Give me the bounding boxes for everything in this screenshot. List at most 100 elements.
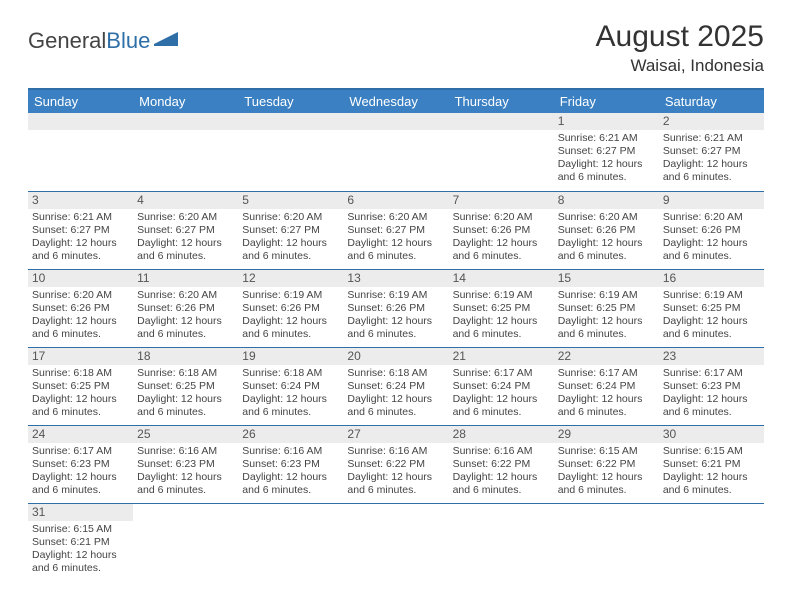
calendar-cell: 6 Sunrise: 6:20 AMSunset: 6:27 PMDaylight…: [343, 191, 448, 269]
calendar-cell: [343, 503, 448, 581]
calendar-cell: 18 Sunrise: 6:18 AMSunset: 6:25 PMDayligh…: [133, 347, 238, 425]
day-details: Sunrise: 6:20 AMSunset: 6:27 PMDaylight:…: [347, 211, 444, 264]
day-details: Sunrise: 6:18 AMSunset: 6:25 PMDaylight:…: [32, 367, 129, 420]
day-number-blank: [343, 113, 448, 130]
day-details: Sunrise: 6:18 AMSunset: 6:24 PMDaylight:…: [347, 367, 444, 420]
day-details: Sunrise: 6:15 AMSunset: 6:22 PMDaylight:…: [558, 445, 655, 498]
day-details: Sunrise: 6:16 AMSunset: 6:22 PMDaylight:…: [347, 445, 444, 498]
weekday-header: Monday: [133, 89, 238, 113]
calendar-cell: 27 Sunrise: 6:16 AMSunset: 6:22 PMDayligh…: [343, 425, 448, 503]
calendar-cell: 24 Sunrise: 6:17 AMSunset: 6:23 PMDayligh…: [28, 425, 133, 503]
day-number: 24: [28, 426, 133, 443]
calendar-cell: 28 Sunrise: 6:16 AMSunset: 6:22 PMDayligh…: [449, 425, 554, 503]
calendar-cell: [449, 113, 554, 191]
day-number: 6: [343, 192, 448, 209]
calendar-cell: 15Sunrise: 6:19 AMSunset: 6:25 PMDayligh…: [554, 269, 659, 347]
day-number: 5: [238, 192, 343, 209]
weekday-header: Friday: [554, 89, 659, 113]
day-details: Sunrise: 6:20 AMSunset: 6:27 PMDaylight:…: [137, 211, 234, 264]
calendar-cell: 13Sunrise: 6:19 AMSunset: 6:26 PMDayligh…: [343, 269, 448, 347]
day-number: 16: [659, 270, 764, 287]
day-details: Sunrise: 6:20 AMSunset: 6:26 PMDaylight:…: [663, 211, 760, 264]
calendar-cell: [659, 503, 764, 581]
day-details: Sunrise: 6:20 AMSunset: 6:26 PMDaylight:…: [137, 289, 234, 342]
day-details: Sunrise: 6:16 AMSunset: 6:22 PMDaylight:…: [453, 445, 550, 498]
day-number-blank: [28, 113, 133, 130]
day-details: Sunrise: 6:19 AMSunset: 6:25 PMDaylight:…: [663, 289, 760, 342]
day-number: 23: [659, 348, 764, 365]
calendar-cell: 4 Sunrise: 6:20 AMSunset: 6:27 PMDaylight…: [133, 191, 238, 269]
day-number: 2: [659, 113, 764, 130]
day-number: 27: [343, 426, 448, 443]
day-details: Sunrise: 6:16 AMSunset: 6:23 PMDaylight:…: [137, 445, 234, 498]
weekday-header: Saturday: [659, 89, 764, 113]
day-details: Sunrise: 6:19 AMSunset: 6:26 PMDaylight:…: [242, 289, 339, 342]
day-details: Sunrise: 6:18 AMSunset: 6:25 PMDaylight:…: [137, 367, 234, 420]
day-number: 20: [343, 348, 448, 365]
calendar-cell: 29 Sunrise: 6:15 AMSunset: 6:22 PMDayligh…: [554, 425, 659, 503]
calendar-cell: 30 Sunrise: 6:15 AMSunset: 6:21 PMDayligh…: [659, 425, 764, 503]
day-number: 8: [554, 192, 659, 209]
calendar-cell: [554, 503, 659, 581]
day-details: Sunrise: 6:17 AMSunset: 6:23 PMDaylight:…: [663, 367, 760, 420]
day-number: 7: [449, 192, 554, 209]
day-details: Sunrise: 6:15 AMSunset: 6:21 PMDaylight:…: [663, 445, 760, 498]
day-number: 12: [238, 270, 343, 287]
day-number: 4: [133, 192, 238, 209]
day-number-blank: [449, 113, 554, 130]
calendar-cell: [343, 113, 448, 191]
day-number: 29: [554, 426, 659, 443]
calendar-cell: 31 Sunrise: 6:15 AMSunset: 6:21 PMDayligh…: [28, 503, 133, 581]
day-number: 18: [133, 348, 238, 365]
day-number: 19: [238, 348, 343, 365]
calendar-cell: 19Sunrise: 6:18 AMSunset: 6:24 PMDayligh…: [238, 347, 343, 425]
calendar-cell: 2 Sunrise: 6:21 AMSunset: 6:27 PMDaylight…: [659, 113, 764, 191]
day-details: Sunrise: 6:19 AMSunset: 6:25 PMDaylight:…: [453, 289, 550, 342]
weekday-header: Thursday: [449, 89, 554, 113]
calendar-cell: 12 Sunrise: 6:19 AMSunset: 6:26 PMDayligh…: [238, 269, 343, 347]
day-number: 15: [554, 270, 659, 287]
calendar-cell: 11 Sunrise: 6:20 AMSunset: 6:26 PMDayligh…: [133, 269, 238, 347]
day-number: 31: [28, 504, 133, 521]
day-number: 17: [28, 348, 133, 365]
day-details: Sunrise: 6:16 AMSunset: 6:23 PMDaylight:…: [242, 445, 339, 498]
calendar-cell: 10Sunrise: 6:20 AMSunset: 6:26 PMDayligh…: [28, 269, 133, 347]
calendar-table: SundayMondayTuesdayWednesdayThursdayFrid…: [28, 88, 764, 581]
day-details: Sunrise: 6:21 AMSunset: 6:27 PMDaylight:…: [663, 132, 760, 185]
day-details: Sunrise: 6:21 AMSunset: 6:27 PMDaylight:…: [32, 211, 129, 264]
day-number: 11: [133, 270, 238, 287]
calendar-cell: 8Sunrise: 6:20 AMSunset: 6:26 PMDaylight…: [554, 191, 659, 269]
calendar-cell: 25 Sunrise: 6:16 AMSunset: 6:23 PMDayligh…: [133, 425, 238, 503]
day-number: 22: [554, 348, 659, 365]
day-number: 13: [343, 270, 448, 287]
day-number: 3: [28, 192, 133, 209]
calendar-cell: [238, 503, 343, 581]
day-number: 25: [133, 426, 238, 443]
weekday-header: Wednesday: [343, 89, 448, 113]
flag-icon: [154, 28, 180, 54]
calendar-cell: 14Sunrise: 6:19 AMSunset: 6:25 PMDayligh…: [449, 269, 554, 347]
calendar-cell: [449, 503, 554, 581]
day-number-blank: [238, 113, 343, 130]
calendar-cell: 23 Sunrise: 6:17 AMSunset: 6:23 PMDayligh…: [659, 347, 764, 425]
calendar-cell: 1Sunrise: 6:21 AMSunset: 6:27 PMDaylight…: [554, 113, 659, 191]
day-number-blank: [133, 113, 238, 130]
logo-text-1: General: [28, 28, 106, 54]
calendar-cell: 21Sunrise: 6:17 AMSunset: 6:24 PMDayligh…: [449, 347, 554, 425]
day-number: 9: [659, 192, 764, 209]
calendar-cell: 3 Sunrise: 6:21 AMSunset: 6:27 PMDaylight…: [28, 191, 133, 269]
day-details: Sunrise: 6:17 AMSunset: 6:24 PMDaylight:…: [453, 367, 550, 420]
day-details: Sunrise: 6:17 AMSunset: 6:23 PMDaylight:…: [32, 445, 129, 498]
day-details: Sunrise: 6:20 AMSunset: 6:27 PMDaylight:…: [242, 211, 339, 264]
day-number: 30: [659, 426, 764, 443]
weekday-header: Sunday: [28, 89, 133, 113]
location: Waisai, Indonesia: [596, 56, 764, 76]
calendar-cell: 22 Sunrise: 6:17 AMSunset: 6:24 PMDayligh…: [554, 347, 659, 425]
day-details: Sunrise: 6:21 AMSunset: 6:27 PMDaylight:…: [558, 132, 655, 185]
day-number: 28: [449, 426, 554, 443]
calendar-cell: [28, 113, 133, 191]
logo: GeneralBlue: [28, 28, 180, 54]
day-details: Sunrise: 6:17 AMSunset: 6:24 PMDaylight:…: [558, 367, 655, 420]
day-details: Sunrise: 6:15 AMSunset: 6:21 PMDaylight:…: [32, 523, 129, 576]
calendar-body: 1Sunrise: 6:21 AMSunset: 6:27 PMDaylight…: [28, 113, 764, 581]
